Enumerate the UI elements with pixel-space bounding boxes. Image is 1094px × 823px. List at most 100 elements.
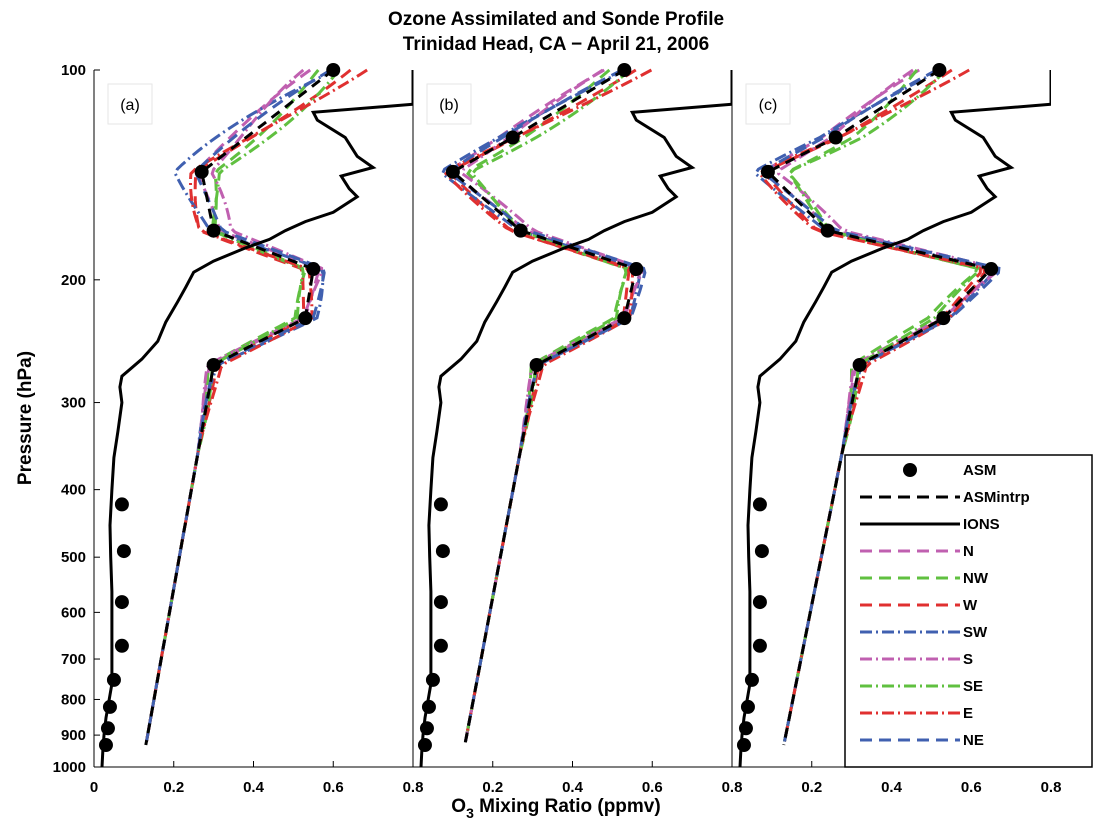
y-axis-label: Pressure (hPa) [15, 351, 36, 485]
region-line-se [464, 68, 631, 742]
panel-0: (a) 0 0.2 0.4 0.6 0.8 [90, 63, 424, 796]
x-tick-label: 0.4 [243, 779, 265, 796]
asm-point [752, 638, 767, 653]
asmintrp-line [144, 68, 335, 746]
legend-label: SW [963, 624, 988, 641]
asm-point [760, 164, 775, 179]
asm-point [740, 699, 755, 714]
legend: ASM ASMintrp IONS N NW W SW S SE E NE [844, 454, 1093, 768]
region-line-nw [464, 68, 629, 742]
chart-title: Ozone Assimilated and Sonde Profile [388, 9, 724, 30]
legend-label: IONS [963, 516, 1000, 533]
region-line-e [145, 68, 368, 742]
x-tick-label: 0.6 [642, 779, 663, 796]
asm-point [425, 672, 440, 687]
asm-point [513, 223, 528, 238]
asm-point [98, 738, 113, 753]
x-axis-label-main: O [451, 796, 466, 817]
asm-point [744, 672, 759, 687]
region-line-e [443, 68, 653, 742]
legend-label: N [963, 543, 974, 560]
x-tick-label: 0.4 [562, 779, 584, 796]
asmintrp-line [765, 68, 995, 746]
asm-point [421, 699, 436, 714]
legend-label: E [963, 705, 973, 722]
asm-point [752, 497, 767, 512]
region-line-s [145, 68, 324, 742]
asm-point [738, 721, 753, 736]
panel-label: (b) [439, 97, 459, 114]
panel-label-box [745, 83, 791, 125]
x-tick-label: 0.8 [1041, 779, 1062, 796]
x-axis-label: O3 Mixing Ratio (ppmv) [451, 796, 660, 821]
x-tick-label: 0.2 [801, 779, 822, 796]
asm-point [433, 638, 448, 653]
asm-point [629, 262, 644, 277]
asm-point [932, 63, 947, 77]
asm-point [936, 311, 951, 326]
asm-point [114, 595, 129, 610]
region-line-nw [145, 69, 320, 742]
y-tick-label: 700 [61, 651, 86, 668]
asm-point [433, 497, 448, 512]
x-tick-label: 0.2 [482, 779, 503, 796]
region-line-ne [448, 68, 647, 742]
region-line-sw [440, 68, 642, 742]
asm-point [617, 63, 632, 77]
asm-point [306, 262, 321, 277]
y-tick-label: 300 [61, 395, 86, 412]
panel-label: (a) [120, 97, 140, 114]
asm-point [194, 164, 209, 179]
ions-line [419, 70, 732, 767]
region-line-s [776, 68, 999, 742]
panel-2: (c) 0.2 0.4 0.6 0.8 [731, 63, 1062, 796]
asm-point [433, 595, 448, 610]
legend-label: SE [963, 678, 983, 695]
y-tick-label: 800 [61, 691, 86, 708]
legend-marker [903, 463, 917, 477]
asm-point [505, 130, 520, 145]
region-line-w [145, 68, 352, 742]
asm-point [820, 223, 835, 238]
panel-label-box [426, 83, 472, 125]
panel-plot-area [98, 63, 413, 767]
y-tick-label: 600 [61, 604, 86, 621]
asm-point [828, 130, 843, 145]
panel-label-box [107, 83, 153, 125]
asm-point [326, 63, 341, 77]
y-tick-label: 500 [61, 549, 86, 566]
panel-label: (c) [759, 97, 778, 114]
asm-point [529, 358, 544, 373]
region-line-s [460, 68, 644, 742]
y-tick-label: 100 [61, 62, 86, 79]
x-tick-label: 0.4 [881, 779, 903, 796]
asm-point [116, 544, 131, 559]
ions-line [738, 70, 1051, 767]
legend-label: NE [963, 732, 984, 749]
asm-point [206, 358, 221, 373]
panel-1: (b) 0.2 0.4 0.6 0.8 [412, 63, 743, 796]
x-tick-label: 0.2 [163, 779, 184, 796]
asm-point [114, 638, 129, 653]
region-line-se [145, 69, 341, 742]
x-tick-label: 0.8 [403, 779, 424, 796]
asm-point [754, 544, 769, 559]
asm-point [984, 262, 999, 277]
asm-point [298, 311, 313, 326]
region-line-sw [145, 68, 336, 742]
asm-point [100, 721, 115, 736]
asm-point [445, 164, 460, 179]
asm-point [617, 311, 632, 326]
legend-box [844, 454, 1093, 768]
asm-point [102, 699, 117, 714]
x-tick-label: 0 [90, 779, 98, 796]
legend-label: ASMintrp [963, 489, 1030, 506]
asm-point [435, 544, 450, 559]
y-tick-label: 900 [61, 727, 86, 744]
region-line-w [448, 68, 637, 742]
legend-label: W [963, 597, 978, 614]
x-tick-label: 0.8 [722, 779, 743, 796]
chart-subtitle: Trinidad Head, CA − April 21, 2006 [403, 34, 709, 55]
x-tick-label: 0.6 [323, 779, 344, 796]
ions-line [100, 70, 413, 767]
